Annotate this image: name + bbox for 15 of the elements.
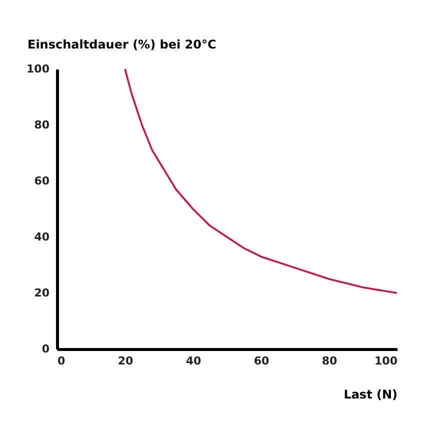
line-series	[124, 68, 398, 294]
x-tick-label: 20	[118, 354, 134, 368]
y-tick-label: 40	[34, 230, 50, 244]
y-axis-title: Einschaltdauer (%) bei 20°C	[28, 38, 216, 52]
y-tick-label: 100	[26, 62, 50, 76]
y-tick-label: 0	[42, 342, 50, 356]
x-tick-label: 40	[186, 354, 202, 368]
x-tick-label: 60	[254, 354, 270, 368]
x-tick-label: 80	[322, 354, 338, 368]
y-tick-label: 80	[34, 118, 50, 132]
x-axis-title: Last (N)	[344, 388, 398, 402]
x-tick-label: 0	[58, 354, 66, 368]
x-tick-label: 100	[374, 354, 398, 368]
y-tick-label: 20	[34, 286, 50, 300]
y-tick-label: 60	[34, 174, 50, 188]
